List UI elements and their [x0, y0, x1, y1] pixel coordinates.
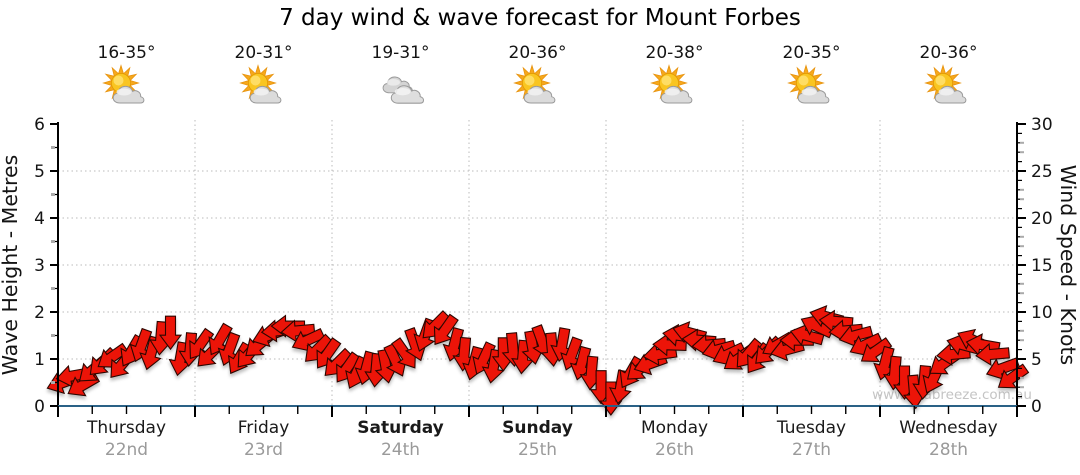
sun-behind-cloud-icon — [786, 64, 829, 104]
weather-icon-partly-cloudy — [880, 64, 1017, 118]
right-axis-tick-label: 15 — [1031, 256, 1053, 276]
sun-behind-cloud-icon — [101, 64, 144, 104]
right-axis-tick-label: 20 — [1031, 209, 1053, 229]
sun-behind-cloud-icon — [649, 64, 692, 104]
weather-icon-partly-cloudy — [195, 64, 332, 118]
right-axis-tick-label: 10 — [1031, 303, 1053, 323]
page-title: 7 day wind & wave forecast for Mount For… — [279, 5, 801, 31]
day-date-label: 24th — [380, 440, 421, 460]
right-axis-tick-label: 5 — [1031, 350, 1042, 370]
day-temperature-range: 20-36° — [919, 43, 978, 63]
wind-arrow — [997, 363, 1030, 389]
weather-icon-partly-cloudy — [743, 64, 880, 118]
sun-behind-cloud-icon — [923, 64, 966, 104]
sun-behind-cloud-icon — [238, 64, 281, 104]
day-temperature-range: 20-36° — [508, 43, 567, 63]
day-date-label: 28th — [928, 440, 969, 460]
weather-icon-partly-cloudy — [58, 64, 195, 118]
wind-arrow — [860, 337, 893, 363]
right-axis-tick-label: 25 — [1031, 162, 1053, 182]
day-name-label: Wednesday — [899, 418, 998, 438]
day-date-label: 27th — [791, 440, 832, 460]
day-temperature-range: 20-31° — [234, 43, 293, 63]
left-axis-tick-label: 5 — [34, 162, 45, 182]
axes: 0 1 2 3 4 5 6 0 5 10 15 20 25 30 — [34, 115, 1053, 417]
left-axis-tick-label: 1 — [34, 350, 45, 370]
cloudy-icon — [382, 76, 424, 104]
day-name-label: Sunday — [502, 418, 573, 438]
weather-icon-partly-cloudy — [606, 64, 743, 118]
left-axis-tick-label: 3 — [34, 256, 45, 276]
left-axis-title: Wave Height - Metres — [0, 155, 22, 376]
wind-arrow — [975, 342, 1010, 367]
sun-behind-cloud-icon — [512, 64, 555, 104]
day-temperature-range: 16-35° — [97, 43, 156, 63]
day-date-label: 26th — [654, 440, 695, 460]
wind-arrow — [158, 315, 183, 351]
day-date-label: 23rd — [243, 440, 284, 460]
day-name-label: Thursday — [86, 418, 167, 438]
left-axis-tick-label: 4 — [34, 209, 45, 229]
left-axis-tick-label: 0 — [34, 397, 45, 417]
day-temperature-range: 19-31° — [371, 43, 430, 63]
right-axis-tick-label: 0 — [1031, 397, 1042, 417]
weather-icon-cloudy — [332, 64, 469, 118]
day-date-label: 22nd — [104, 440, 149, 460]
wind-arrow-series — [46, 304, 1030, 416]
day-name-label: Friday — [237, 418, 290, 438]
day-name-label: Tuesday — [776, 418, 847, 438]
right-axis-title: Wind Speed - Knots — [1056, 165, 1080, 365]
day-temperature-range: 20-35° — [782, 43, 841, 63]
day-name-label: Monday — [640, 418, 709, 438]
left-axis-tick-label: 6 — [34, 115, 45, 135]
day-name-label: Saturday — [357, 418, 444, 438]
day-date-label: 25th — [517, 440, 558, 460]
right-axis-tick-label: 30 — [1031, 115, 1053, 135]
watermark: www.seabreeze.com.au — [872, 387, 1032, 403]
weather-icon-partly-cloudy — [469, 64, 606, 118]
day-temperature-range: 20-38° — [645, 43, 704, 63]
left-axis-tick-label: 2 — [34, 303, 45, 323]
